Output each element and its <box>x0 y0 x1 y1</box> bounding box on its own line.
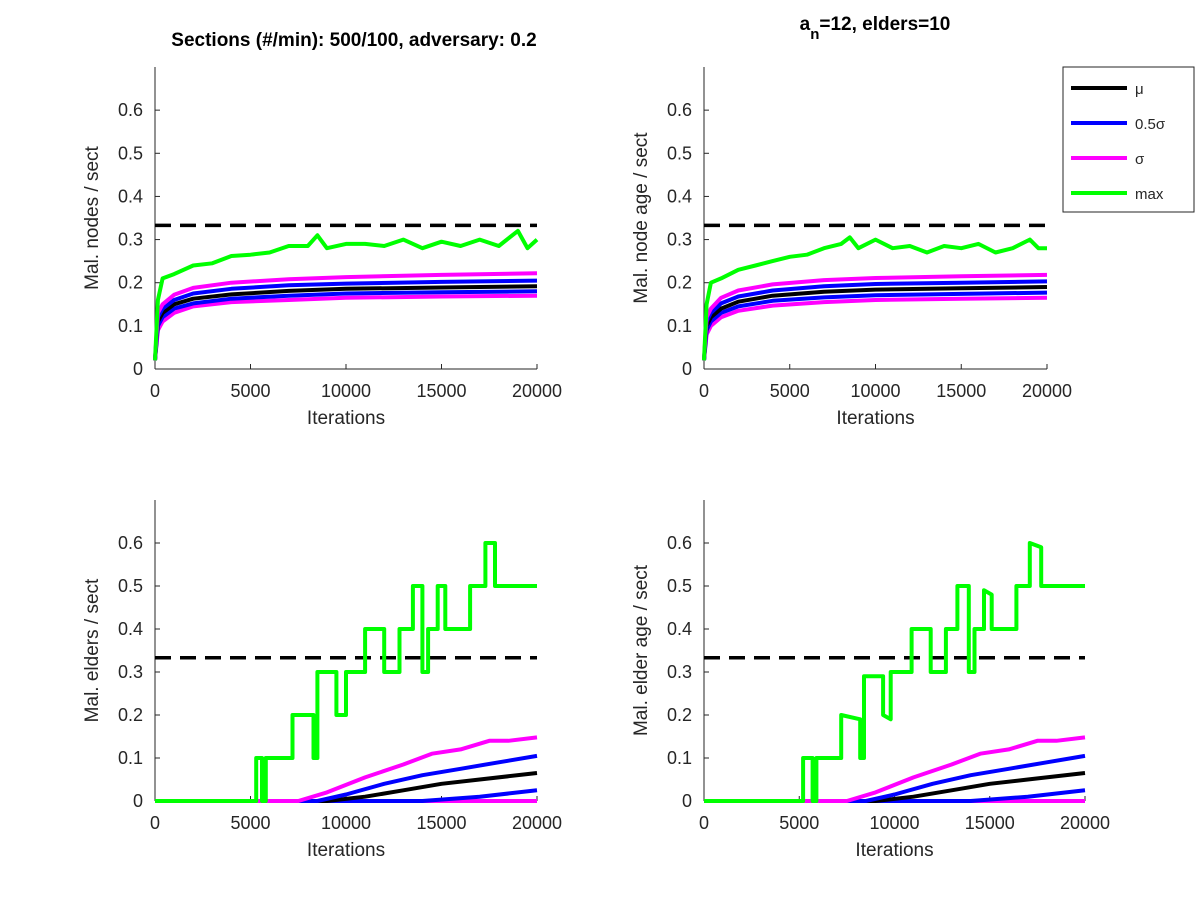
y-tick-label: 0.3 <box>667 230 692 250</box>
figure-title-left: Sections (#/min): 500/100, adversary: 0.… <box>171 30 536 51</box>
series-line-5 <box>153 228 539 361</box>
x-tick-label: 20000 <box>512 813 562 833</box>
x-tick-label: 10000 <box>869 813 919 833</box>
legend-box <box>1062 66 1195 213</box>
series-line-3 <box>704 753 1086 803</box>
legend-item: 0.5σ <box>1071 116 1166 133</box>
y-tick-label: 0.5 <box>667 576 692 596</box>
y-tick-label: 0.1 <box>667 748 692 768</box>
series-line-5 <box>155 541 537 803</box>
series-line-1 <box>702 290 1048 361</box>
title-base: a <box>800 14 811 35</box>
series-line-2 <box>704 771 1086 803</box>
y-tick-label: 0.3 <box>667 662 692 682</box>
series-line-3 <box>153 278 538 361</box>
x-tick-label: 5000 <box>770 381 810 401</box>
y-tick-label: 0.1 <box>667 316 692 336</box>
series-line-3 <box>155 753 538 803</box>
series-line-4 <box>702 272 1048 361</box>
x-tick-label: 10000 <box>321 381 371 401</box>
y-tick-label: 0.2 <box>118 273 143 293</box>
x-tick-label: 15000 <box>416 813 466 833</box>
y-tick-label: 0 <box>682 359 692 379</box>
y-tick-label: 0.4 <box>667 619 692 639</box>
y-tick-label: 0.4 <box>118 186 143 206</box>
x-axis-label: Iterations <box>836 408 914 429</box>
chart-panels: 0 5000 10000 15000 20000 0 0.1 0.2 0.3 0.4 0.5 0.6 I… <box>82 67 1110 861</box>
x-tick-label: 20000 <box>1022 381 1072 401</box>
x-axis-label: Iterations <box>307 840 385 861</box>
y-tick-label: 0.3 <box>118 662 143 682</box>
x-tick-label: 0 <box>150 813 160 833</box>
y-tick-label: 0.6 <box>118 533 143 553</box>
y-axis-label: Mal. node age / sect <box>631 132 652 304</box>
y-tick-label: 0 <box>133 791 143 811</box>
x-tick-label: 15000 <box>416 381 466 401</box>
series-line-2 <box>155 771 538 803</box>
y-tick-label: 0.2 <box>667 273 692 293</box>
y-tick-label: 0.5 <box>118 576 143 596</box>
x-tick-label: 0 <box>150 381 160 401</box>
x-tick-label: 0 <box>699 381 709 401</box>
panel-bottom-left: 0 5000 10000 15000 20000 0 0.1 0.2 0.3 0.4 0.5 0.6 I… <box>82 500 562 861</box>
x-tick-label: 15000 <box>936 381 986 401</box>
y-tick-label: 0.6 <box>667 100 692 120</box>
x-axis-label: Iterations <box>855 840 933 861</box>
legend-label: 0.5σ <box>1135 116 1166 133</box>
y-axis-label: Mal. nodes / sect <box>82 145 103 289</box>
y-tick-label: 0.4 <box>667 186 692 206</box>
legend-label: μ <box>1135 81 1144 98</box>
y-tick-label: 0.5 <box>667 143 692 163</box>
x-tick-label: 10000 <box>850 381 900 401</box>
y-axis-label: Mal. elder age / sect <box>631 564 652 736</box>
series-line-4 <box>153 271 538 361</box>
series-line-2 <box>153 284 538 361</box>
series-line-4 <box>704 735 1086 803</box>
x-tick-label: 20000 <box>1060 813 1110 833</box>
y-axis-label: Mal. elders / sect <box>82 578 103 722</box>
x-tick-label: 10000 <box>321 813 371 833</box>
title-subscript: n <box>810 26 819 43</box>
y-tick-label: 0.3 <box>118 230 143 250</box>
x-tick-label: 0 <box>699 813 709 833</box>
x-axis-label: Iterations <box>307 408 385 429</box>
series-line-1 <box>153 289 538 361</box>
series-line-4 <box>155 735 538 803</box>
series-line-5 <box>702 235 1047 361</box>
y-tick-label: 0.6 <box>118 100 143 120</box>
figure-title-right: an=12, elders=10 <box>800 14 951 43</box>
panel-bottom-right: 0 5000 10000 15000 20000 0 0.1 0.2 0.3 0.4 0.5 0.6 I… <box>631 500 1110 861</box>
x-tick-label: 5000 <box>779 813 819 833</box>
y-tick-label: 0.1 <box>118 316 143 336</box>
y-tick-label: 0 <box>133 359 143 379</box>
panel-top-right: 0 5000 10000 15000 20000 0 0.1 0.2 0.3 0.4 0.5 0.6 I… <box>631 67 1072 429</box>
x-tick-label: 5000 <box>230 381 270 401</box>
x-tick-label: 20000 <box>512 381 562 401</box>
y-tick-label: 0.4 <box>118 619 143 639</box>
legend-label: σ <box>1135 151 1145 168</box>
y-tick-label: 0.2 <box>667 705 692 725</box>
legend-label: max <box>1135 186 1164 203</box>
series-line-0 <box>153 293 538 361</box>
panel-top-left: 0 5000 10000 15000 20000 0 0.1 0.2 0.3 0.4 0.5 0.6 I… <box>82 67 562 429</box>
legend: μ 0.5σ σ max <box>1062 66 1195 213</box>
series-line-0 <box>702 295 1048 361</box>
y-tick-label: 0.2 <box>118 705 143 725</box>
y-tick-label: 0.5 <box>118 143 143 163</box>
x-tick-label: 15000 <box>965 813 1015 833</box>
legend-item: μ <box>1071 81 1144 98</box>
y-tick-label: 0.6 <box>667 533 692 553</box>
legend-item: max <box>1071 186 1164 203</box>
title-rest: =12, elders=10 <box>819 14 950 35</box>
y-tick-label: 0 <box>682 791 692 811</box>
legend-item: σ <box>1071 151 1145 168</box>
y-tick-label: 0.1 <box>118 748 143 768</box>
series-line-5 <box>704 541 1085 803</box>
x-tick-label: 5000 <box>230 813 270 833</box>
